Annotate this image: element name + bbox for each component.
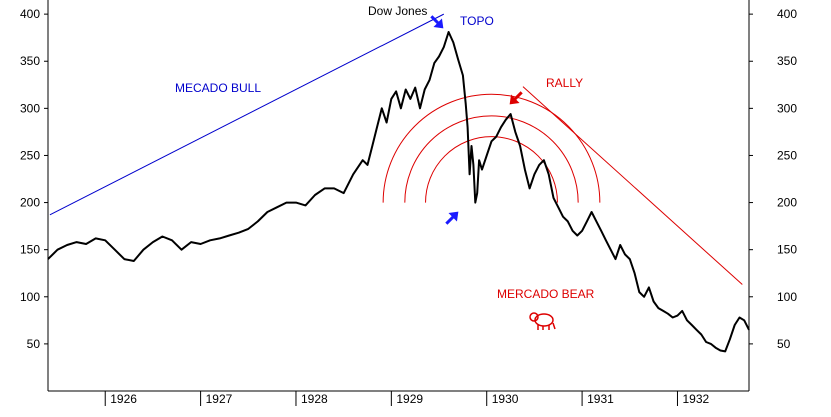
bear-trend-line [522, 86, 743, 285]
rally-arrow-icon [509, 91, 523, 105]
bull-label: MECADO BULL [175, 81, 261, 95]
y-tick-label-left: 150 [20, 243, 40, 257]
annotation-labels: Dow Jones TOPO RALLY MECADO BULL MERCADO… [175, 4, 595, 301]
x-tick-label: 1926 [110, 392, 137, 406]
x-axis: 1926 1927 1928 1929 1930 1931 1932 [104, 391, 709, 406]
x-tick-label: 1929 [396, 392, 423, 406]
x-tick-label: 1931 [587, 392, 614, 406]
y-tick-label-right: 200 [777, 196, 797, 210]
y-tick-label-right: 400 [777, 7, 797, 21]
series-line [47, 31, 750, 353]
y-tick-label-left: 300 [20, 101, 40, 115]
x-tick-label: 1927 [206, 392, 233, 406]
y-tick-label-left: 250 [20, 148, 40, 162]
bull-trend-line [49, 13, 445, 216]
icons-group [430, 15, 556, 330]
y-tick-label-left: 400 [20, 7, 40, 21]
y-tick-label-right: 350 [777, 54, 797, 68]
bear-icon [529, 312, 556, 330]
topo-arrow-icon [430, 15, 444, 29]
rally-label: RALLY [546, 76, 583, 90]
axes [47, 0, 750, 392]
y-tick-label-left: 200 [20, 196, 40, 210]
bottom-arrow-icon [445, 211, 459, 225]
right-y-axis: 50 100 150 200 250 300 350 400 [749, 7, 797, 351]
chart-title: Dow Jones [368, 4, 427, 18]
x-tick-label: 1928 [301, 392, 328, 406]
left-y-axis: 50 100 150 200 250 300 350 400 [20, 7, 48, 351]
bear-label: MERCADO BEAR [497, 287, 595, 301]
x-tick-label: 1930 [492, 392, 519, 406]
y-tick-label-right: 150 [777, 243, 797, 257]
y-tick-label-right: 250 [777, 148, 797, 162]
y-tick-label-left: 100 [20, 290, 40, 304]
x-tick-label: 1932 [682, 392, 709, 406]
y-tick-label-left: 50 [27, 337, 41, 351]
rally-arc [404, 115, 579, 203]
rally-arc [425, 136, 558, 203]
rally-arc [382, 93, 601, 203]
y-tick-label-right: 100 [777, 290, 797, 304]
overlays [49, 13, 743, 285]
y-tick-label-right: 50 [777, 337, 791, 351]
y-tick-label-left: 350 [20, 54, 40, 68]
y-tick-label-right: 300 [777, 101, 797, 115]
series-group [47, 31, 750, 353]
topo-label: TOPO [460, 14, 494, 28]
